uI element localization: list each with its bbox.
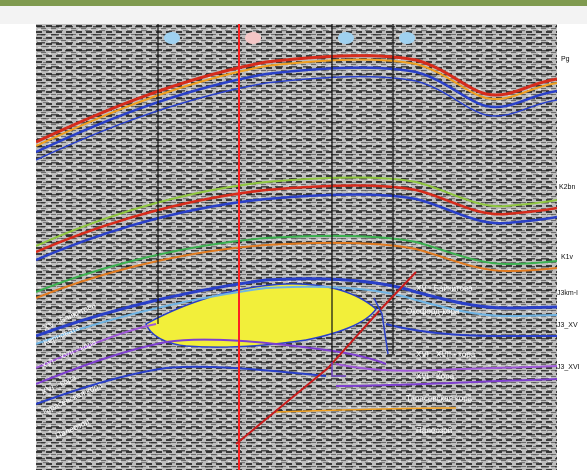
horizon-label-panel: Pg K2bn K1v J3km-I J3_XV J3_XVI bbox=[557, 24, 587, 470]
horizon-pg-blue2 bbox=[36, 75, 557, 161]
horizon-k1v-orange bbox=[36, 241, 557, 299]
horizon-tarasevsk-right bbox=[275, 407, 457, 413]
horizon-xvi-purple2 bbox=[36, 338, 387, 385]
well-badge-3 bbox=[338, 32, 354, 44]
horizon-xvi-purple bbox=[36, 323, 157, 369]
title-strip bbox=[0, 0, 587, 6]
reservoir-body bbox=[145, 283, 377, 348]
fault-line bbox=[235, 271, 417, 445]
fault-step bbox=[331, 362, 346, 377]
horizon-k2bn-red bbox=[36, 184, 557, 254]
label-xvi-xvii-right: XVI - XVII - кора bbox=[416, 350, 476, 359]
time-axis bbox=[0, 24, 36, 470]
seismic-panel: XV - Байкитова Керновата XVI - XVII - ко… bbox=[36, 24, 557, 470]
horizon-label-k2bn: K2bn bbox=[559, 184, 576, 191]
horizon-xvi-right bbox=[335, 363, 557, 372]
label-tarasevsk-right: Тарасевская кора bbox=[406, 394, 473, 403]
horizon-k1v-green bbox=[36, 234, 557, 293]
horizon-label-j3km: J3km-I bbox=[557, 290, 578, 297]
horizon-label-pg: Pg bbox=[561, 56, 570, 63]
horizon-tarasevsk-blue bbox=[36, 365, 327, 405]
horizon-j3-xv-right bbox=[385, 323, 557, 337]
horizon-label-k1v: K1v bbox=[561, 254, 574, 261]
horizon-label-j3-xv: J3_XV bbox=[557, 322, 578, 329]
horizon-j3km-lightblue bbox=[36, 285, 557, 345]
horizon-k2bn-blue bbox=[36, 193, 557, 262]
horizon-k2bn-green bbox=[36, 176, 557, 247]
well-badge-1 bbox=[164, 32, 180, 44]
horizon-pg-blue bbox=[36, 66, 557, 154]
trace-ruler bbox=[0, 6, 587, 24]
horizon-pg-orange bbox=[36, 58, 557, 147]
label-xv-top: XV - Байкитова bbox=[416, 284, 473, 293]
label-palaeo-right: Палеозой bbox=[416, 426, 453, 435]
horizon-xvi-right2 bbox=[335, 378, 557, 387]
fault-branch bbox=[373, 297, 389, 355]
horizon-pg-red bbox=[36, 54, 557, 144]
horizon-j3km-blue bbox=[36, 277, 557, 338]
label-xvi-right: XVI - Кора bbox=[416, 372, 455, 381]
well-badge-4 bbox=[399, 32, 415, 44]
well-badge-2 bbox=[245, 32, 261, 44]
label-kern-right: Оксфорд-кора bbox=[406, 307, 460, 316]
horizon-label-j3-xvi: J3_XVI bbox=[557, 364, 580, 371]
seismic-image bbox=[36, 24, 557, 470]
